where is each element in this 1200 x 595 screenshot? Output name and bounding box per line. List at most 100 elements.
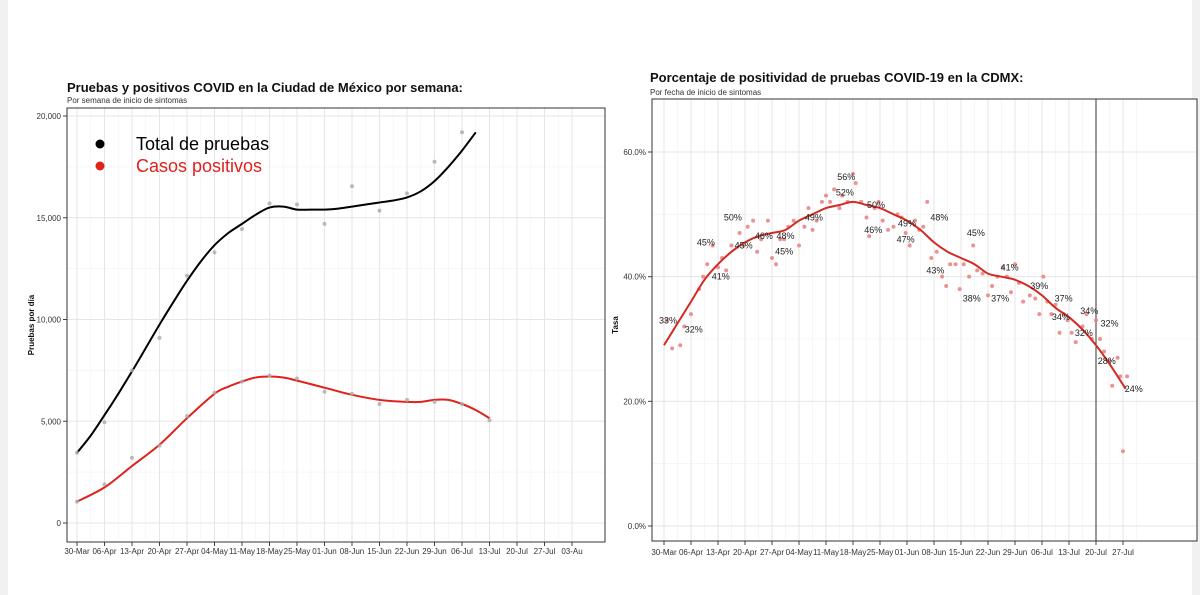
data-point-positividad — [944, 284, 949, 289]
data-point-positividad — [1057, 330, 1062, 335]
data-point-casos-positivos — [377, 401, 382, 406]
data-point-positividad — [851, 171, 855, 176]
x-tick-label: 29-Jun — [422, 547, 446, 556]
data-point-positividad — [1073, 340, 1078, 345]
left-chart: 30-Mar 06-Apr 13-Apr 20-Apr 27-Apr 04-May 11-M… — [27, 107, 606, 556]
y-tick-label: 20,000 — [37, 112, 62, 121]
data-point-positividad — [1102, 349, 1107, 354]
data-point-casos-positivos — [240, 379, 244, 384]
right-chart-title: Porcentaje de positividad de pruebas COV… — [650, 70, 1024, 85]
plot-background — [67, 108, 605, 542]
x-tick-label: 25-May — [867, 548, 894, 557]
data-point-positividad — [670, 346, 675, 351]
data-label-percent: 37% — [991, 293, 1009, 303]
data-point-positividad — [1000, 265, 1005, 270]
data-point-positividad — [778, 237, 783, 242]
legend-marker-total-de-pruebas — [95, 139, 105, 149]
data-point-positividad — [810, 227, 815, 232]
data-point-positividad — [990, 284, 995, 289]
data-point-positividad — [948, 262, 953, 267]
data-point-positividad — [782, 237, 787, 242]
x-tick-label: 13-Apr — [706, 548, 730, 557]
data-point-positividad — [1027, 293, 1032, 298]
data-point-positividad — [1098, 337, 1103, 341]
data-point-positividad — [751, 218, 756, 223]
data-point-positividad — [806, 206, 811, 211]
data-point-positividad — [837, 206, 842, 211]
data-point-casos-positivos — [157, 443, 162, 448]
data-point-positividad — [1110, 383, 1115, 388]
data-point-positividad — [701, 274, 706, 279]
x-tick-label: 04-May — [201, 547, 228, 556]
x-tick-label: 27-Jul — [1112, 548, 1134, 557]
data-point-casos-positivos — [350, 391, 354, 396]
x-tick-label: 11-May — [813, 548, 839, 557]
data-label-percent: 32% — [685, 325, 703, 335]
data-point-casos-positivos — [487, 418, 492, 423]
data-point-positividad — [832, 187, 837, 192]
data-label-percent: 46% — [864, 225, 882, 235]
data-label-percent: 32% — [1075, 328, 1093, 338]
data-label-percent: 41% — [712, 272, 730, 282]
data-label-percent: 47% — [897, 234, 915, 244]
data-point-total-de-pruebas — [405, 191, 409, 196]
y-tick-label: 0.0% — [628, 522, 646, 531]
x-tick-label: 18-May — [840, 548, 867, 557]
data-point-total-de-pruebas — [157, 335, 162, 340]
data-point-casos-positivos — [185, 414, 189, 419]
data-point-casos-positivos — [75, 499, 79, 504]
x-tick-label: 08-Jun — [340, 547, 364, 556]
data-label-percent: 56% — [837, 172, 855, 182]
data-point-casos-positivos — [267, 373, 272, 378]
data-point-positividad — [929, 255, 934, 260]
data-point-positividad — [737, 231, 742, 236]
x-tick-label: 18-May — [256, 547, 283, 556]
data-point-positividad — [986, 293, 990, 298]
data-point-positividad — [759, 237, 764, 242]
data-point-positividad — [876, 199, 881, 204]
data-point-casos-positivos — [460, 401, 464, 406]
x-tick-label: 13-Apr — [120, 547, 144, 556]
data-point-positividad — [797, 243, 801, 248]
data-point-positividad — [961, 262, 966, 267]
data-point-positividad — [664, 318, 669, 323]
data-point-total-de-pruebas — [432, 159, 437, 164]
data-point-positividad — [853, 181, 858, 186]
data-label-percent: 32% — [1100, 318, 1118, 328]
trend-line-positividad — [663, 200, 1127, 390]
data-point-casos-positivos — [130, 455, 134, 460]
data-point-positividad — [828, 199, 833, 204]
data-point-positividad — [1013, 262, 1017, 267]
data-point-positividad — [980, 271, 985, 276]
data-point-positividad — [765, 218, 770, 223]
data-point-positividad — [1041, 274, 1046, 279]
data-point-casos-positivos — [295, 376, 299, 381]
data-point-total-de-pruebas — [350, 184, 354, 189]
x-tick-label: 20-Apr — [147, 547, 171, 556]
data-point-total-de-pruebas — [295, 202, 299, 207]
data-point-positividad — [903, 231, 908, 236]
data-point-positividad — [1084, 312, 1089, 317]
data-point-positividad — [824, 193, 828, 198]
plot-border — [66, 107, 606, 543]
data-label-percent: 48% — [776, 231, 794, 241]
data-point-positividad — [1065, 318, 1070, 323]
data-point-positividad — [880, 218, 885, 223]
x-tick-label: 27-Apr — [175, 547, 199, 556]
left-chart-subtitle: Por semana de inicio de sintomas — [67, 96, 188, 105]
x-tick-label: 01-Jun — [895, 548, 919, 557]
data-point-positividad — [1049, 312, 1054, 317]
x-tick-label: 01-Jun — [312, 547, 336, 556]
data-point-total-de-pruebas — [212, 250, 217, 255]
data-point-positividad — [975, 268, 980, 273]
data-point-positividad — [1033, 296, 1038, 301]
right-chart: 30-Mar 06-Apr 13-Apr 20-Apr 27-Apr 04-May 11-M… — [611, 98, 1198, 557]
x-tick-label: 03-Au — [561, 547, 582, 556]
y-tick-label: 10,000 — [37, 316, 62, 325]
data-point-positividad — [689, 312, 693, 317]
data-point-total-de-pruebas — [267, 201, 272, 206]
data-label-percent: 45% — [697, 237, 715, 247]
data-point-casos-positivos — [212, 390, 217, 395]
data-point-positividad — [1008, 290, 1013, 295]
data-point-positividad — [705, 262, 710, 267]
